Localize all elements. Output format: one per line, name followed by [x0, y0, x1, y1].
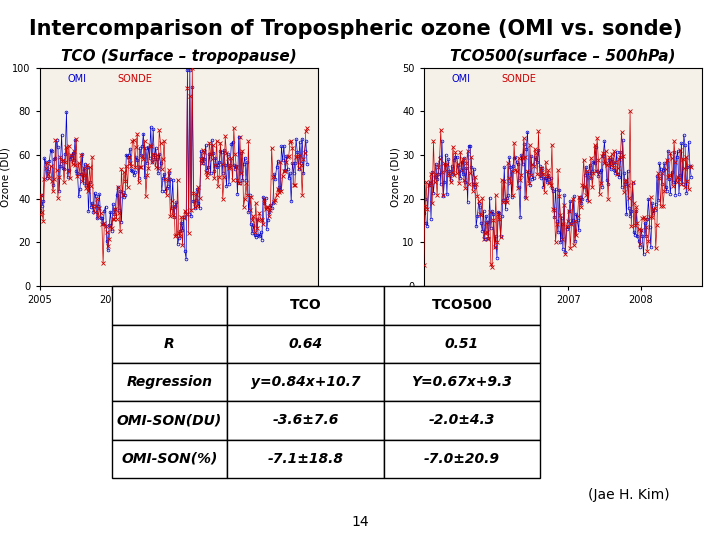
Text: R: R: [164, 337, 175, 350]
Text: -7.1±18.8: -7.1±18.8: [267, 452, 343, 465]
Bar: [228, 401, 384, 440]
Title: TCO500(surface – 500hPa): TCO500(surface – 500hPa): [450, 49, 675, 64]
Text: SONDE: SONDE: [117, 74, 153, 84]
Text: TCO500: TCO500: [431, 299, 492, 312]
Text: SONDE: SONDE: [502, 74, 536, 84]
Text: OMI: OMI: [451, 74, 470, 84]
Y-axis label: Ozone (DU): Ozone (DU): [391, 147, 401, 207]
Bar: [384, 363, 540, 401]
Text: -3.6±7.6: -3.6±7.6: [272, 414, 338, 427]
Bar: [112, 363, 228, 401]
Text: Y=0.67x+9.3: Y=0.67x+9.3: [411, 375, 512, 389]
Text: TCO: TCO: [289, 299, 321, 312]
Text: -7.0±20.9: -7.0±20.9: [424, 452, 500, 465]
Bar: [384, 401, 540, 440]
Text: 0.51: 0.51: [445, 337, 479, 350]
Text: OMI-SON(%): OMI-SON(%): [121, 452, 217, 465]
Bar: [384, 440, 540, 478]
Text: OMI-SON(DU): OMI-SON(DU): [117, 414, 222, 427]
Bar: [112, 286, 228, 325]
Text: Intercomparison of Tropospheric ozone (OMI vs. sonde): Intercomparison of Tropospheric ozone (O…: [29, 19, 682, 39]
Text: 14: 14: [351, 515, 369, 529]
Bar: [112, 325, 228, 363]
Bar: [384, 325, 540, 363]
Text: (Jae H. Kim): (Jae H. Kim): [588, 488, 670, 502]
Bar: [384, 286, 540, 325]
Text: y=0.84x+10.7: y=0.84x+10.7: [251, 375, 360, 389]
Text: OMI: OMI: [68, 74, 86, 84]
Text: Regression: Regression: [127, 375, 212, 389]
Bar: [228, 440, 384, 478]
Title: TCO (Surface – tropopause): TCO (Surface – tropopause): [61, 49, 297, 64]
Bar: [112, 401, 228, 440]
Bar: [228, 363, 384, 401]
Y-axis label: Ozone (DU): Ozone (DU): [1, 147, 11, 207]
Text: 0.64: 0.64: [289, 337, 323, 350]
Bar: [228, 286, 384, 325]
Text: -2.0±4.3: -2.0±4.3: [428, 414, 495, 427]
Bar: [112, 440, 228, 478]
Bar: [228, 325, 384, 363]
